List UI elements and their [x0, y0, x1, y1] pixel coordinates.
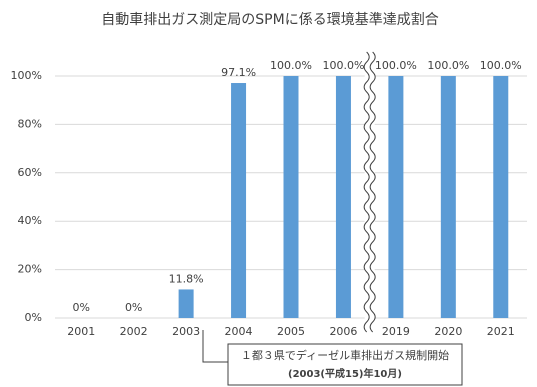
axis-break-line	[369, 51, 376, 333]
value-label: 100.0%	[375, 59, 417, 72]
bar	[283, 76, 299, 318]
value-label: 100.0%	[270, 59, 312, 72]
y-tick-label: 80%	[18, 117, 42, 130]
chart-title: 自動車排出ガス測定局のSPMに係る環境基準達成割合	[101, 11, 438, 28]
value-label: 100.0%	[480, 59, 522, 72]
bar	[440, 76, 456, 318]
x-tick-label: 2005	[277, 325, 305, 338]
bar	[493, 76, 509, 318]
x-tick-label: 2021	[487, 325, 515, 338]
x-tick-label: 2019	[382, 325, 410, 338]
x-tick-label: 2006	[329, 325, 357, 338]
annotation-box	[227, 343, 463, 386]
bar	[178, 289, 194, 318]
value-label: 11.8%	[169, 272, 204, 285]
x-tick-label: 2004	[225, 325, 253, 338]
y-tick-label: 0%	[25, 311, 42, 324]
x-tick-label: 2020	[434, 325, 462, 338]
annotation: １都３県でディーゼル車排出ガス規制開始	[241, 348, 449, 362]
y-tick-label: 20%	[18, 263, 42, 276]
x-tick-label: 2002	[120, 325, 148, 338]
annotation: (2003(平成15)年10月)	[288, 367, 402, 380]
x-tick-label: 2001	[67, 325, 95, 338]
value-label: 0%	[125, 301, 142, 314]
value-label: 0%	[72, 301, 89, 314]
bar	[388, 76, 404, 318]
axis-break-gap	[364, 52, 375, 332]
value-label: 97.1%	[221, 66, 256, 79]
y-tick-label: 100%	[11, 69, 42, 82]
y-tick-label: 60%	[18, 166, 42, 179]
annotation-leader	[202, 330, 228, 363]
value-label: 100.0%	[427, 59, 469, 72]
y-tick-label: 40%	[18, 214, 42, 227]
value-label: 100.0%	[322, 59, 364, 72]
x-tick-label: 2003	[172, 325, 200, 338]
bar	[335, 76, 351, 318]
axis-break-line	[363, 51, 370, 333]
bar	[231, 83, 247, 318]
